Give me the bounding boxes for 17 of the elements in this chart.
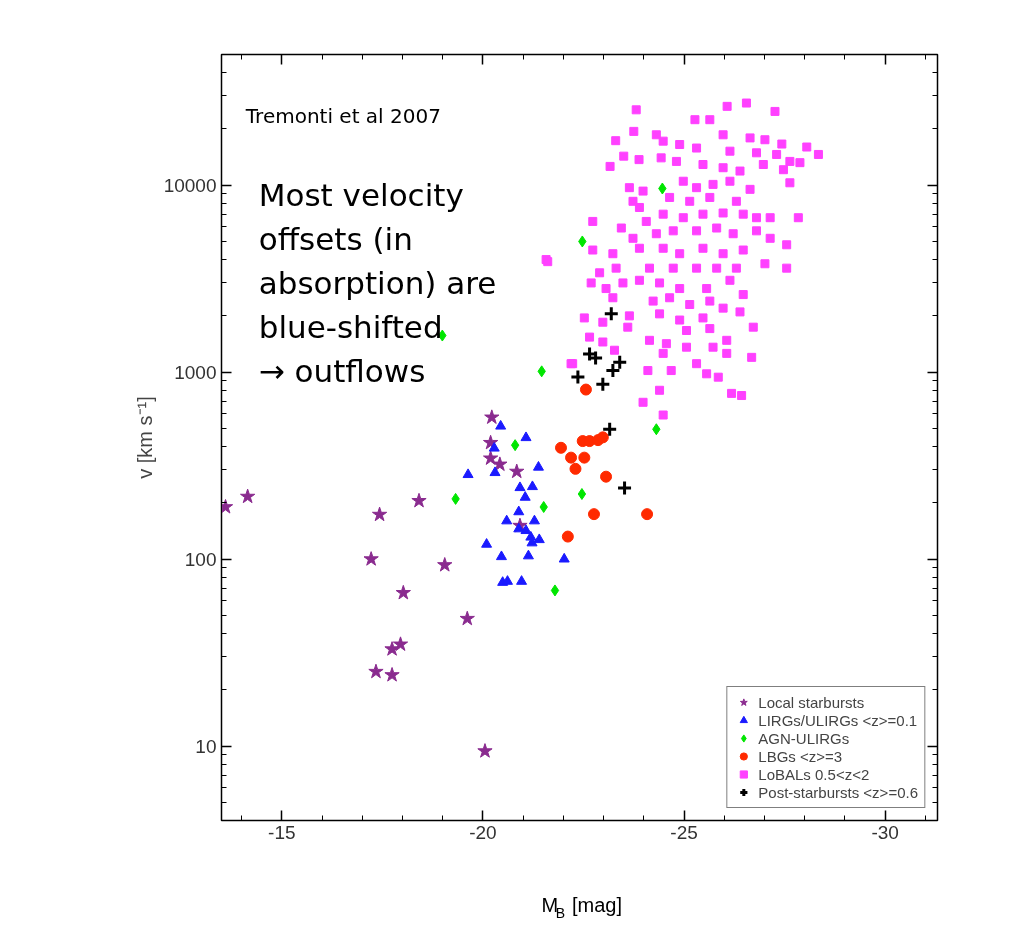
- y-axis-title: v [km s⁻¹]: [133, 396, 156, 479]
- annotation: Tremonti et al 2007: [244, 104, 441, 129]
- y-tick-label: 10: [195, 735, 217, 757]
- y-tick-label: 10000: [163, 174, 217, 196]
- legend-label: LIRGs/ULIRGs <z>=0.1: [758, 711, 918, 729]
- x-tick-label: -20: [469, 821, 497, 843]
- legend-label: Post-starbursts <z>=0.6: [758, 783, 918, 801]
- y-tick-label: 1000: [174, 361, 217, 383]
- x-tick-label: -15: [268, 821, 296, 843]
- annotation: Most velocity offsets (in absorption) are blue-shifted → outflows: [258, 177, 497, 390]
- legend-label: Local starbursts: [758, 693, 865, 711]
- legend-label: LBGs <z>=3: [758, 747, 843, 765]
- x-tick-label: -25: [670, 821, 698, 843]
- legend-label: AGN-ULIRGs: [758, 729, 850, 747]
- x-tick-label: -30: [871, 821, 899, 843]
- y-tick-label: 100: [184, 548, 217, 570]
- legend-label: LoBALs 0.5<z<2: [758, 765, 870, 783]
